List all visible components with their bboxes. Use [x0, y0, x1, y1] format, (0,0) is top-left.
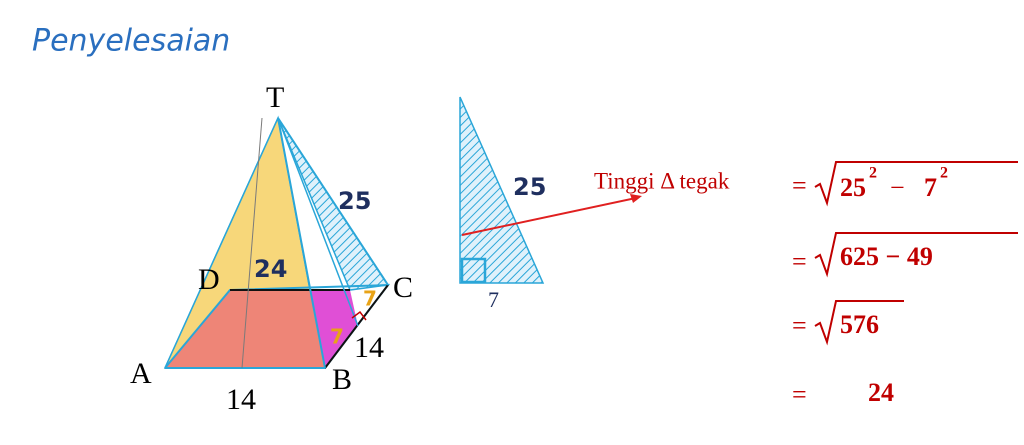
- slant-label: 25: [338, 187, 371, 215]
- face-height: [241, 117, 263, 369]
- right-angle-box: [460, 257, 487, 284]
- height-label: 24: [254, 255, 287, 283]
- equals: =: [792, 171, 807, 200]
- radicand-base: 25: [840, 173, 866, 202]
- side-bc: 14: [354, 331, 384, 364]
- equals: =: [792, 311, 807, 340]
- half-base-back: 7: [363, 287, 377, 311]
- equals: =: [792, 380, 807, 409]
- radicand-base: 7: [924, 173, 937, 202]
- vertex-c: C: [393, 271, 413, 304]
- arrow-line: [461, 197, 637, 236]
- radicand-exponent: 2: [940, 165, 948, 182]
- edge-tb: [277, 117, 326, 369]
- vertex-d: D: [198, 263, 220, 296]
- equals: =: [792, 247, 807, 276]
- right-triangle: [459, 96, 545, 284]
- vertex-a: A: [130, 357, 152, 390]
- slant-line: [277, 117, 359, 327]
- radicand-minus: −: [890, 173, 905, 202]
- sqrt-sign: [814, 232, 1018, 278]
- title: Penyelesaian: [32, 24, 230, 59]
- sqrt-sign: [814, 300, 904, 346]
- arrow-head: [630, 194, 642, 203]
- radicand-exponent: 2: [869, 165, 877, 182]
- radicand: 576: [840, 310, 879, 339]
- edge-tc: [277, 117, 389, 286]
- edge-bc: [324, 284, 389, 369]
- vertex-b: B: [332, 363, 352, 396]
- calc-label: Tinggi Δ tegak: [594, 168, 730, 193]
- side-ab: 14: [226, 383, 256, 416]
- sqrt-sign: [814, 161, 1018, 207]
- half-base-front: 7: [330, 325, 344, 349]
- vertex-t: T: [266, 81, 284, 114]
- triangle-base: 7: [488, 287, 499, 312]
- result: 24: [868, 378, 894, 407]
- radicand: 625 − 49: [840, 242, 933, 271]
- right-angle: [351, 310, 367, 321]
- triangle-hypotenuse: 25: [513, 173, 546, 201]
